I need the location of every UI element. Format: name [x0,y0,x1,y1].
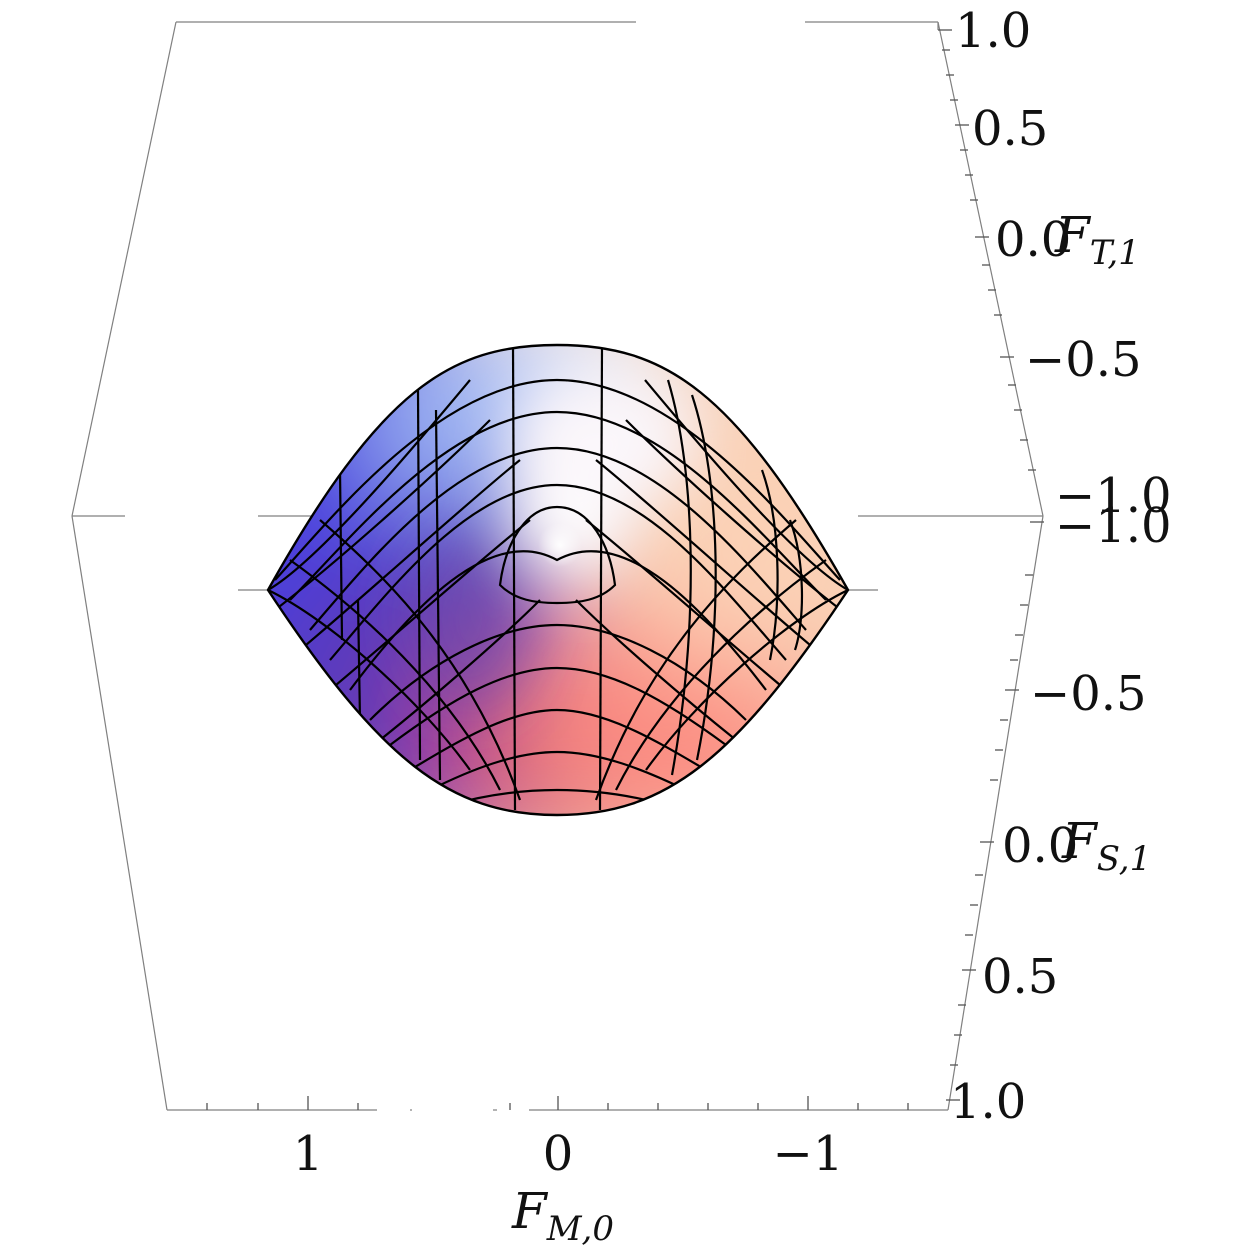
top-tick-neg05: −0.5 [1025,332,1142,388]
bottom-tick-neg1: −1.0 [1055,498,1172,554]
y-top-axis: 1.0 0.5 0.0 −0.5 −1.0 FT,1 [955,3,1172,524]
bottom-tick-05: 0.5 [982,949,1058,1005]
y-bottom-axis-label: FS,1 [1061,812,1151,879]
bottom-axis-ticks [206,1096,909,1110]
top-tick-1: 1.0 [955,3,1031,59]
bottom-tick-neg05: −0.5 [1030,666,1147,722]
x-axis: 1 0 −1 FM,0 [293,1126,844,1249]
right-axis-ticks [938,29,1044,1101]
surface-outline [266,343,850,817]
x-tick-0: 0 [543,1126,574,1182]
surface [268,345,848,815]
y-top-axis-label: FT,1 [1054,206,1140,273]
bottom-tick-1: 1.0 [950,1074,1026,1130]
mesh-lines [268,345,848,811]
bottom-tick-0: 0.0 [1002,818,1078,874]
top-tick-neg1: −1.0 [1055,468,1172,524]
x-axis-label: FM,0 [511,1182,614,1249]
x-tick-1: 1 [293,1126,324,1182]
top-tick-0: 0.0 [995,212,1071,268]
x-tick-neg1: −1 [773,1126,844,1182]
y-bottom-axis: −1.0 −0.5 0.0 0.5 1.0 FS,1 [950,498,1172,1130]
top-tick-05: 0.5 [972,101,1048,157]
level-curves [274,378,841,807]
